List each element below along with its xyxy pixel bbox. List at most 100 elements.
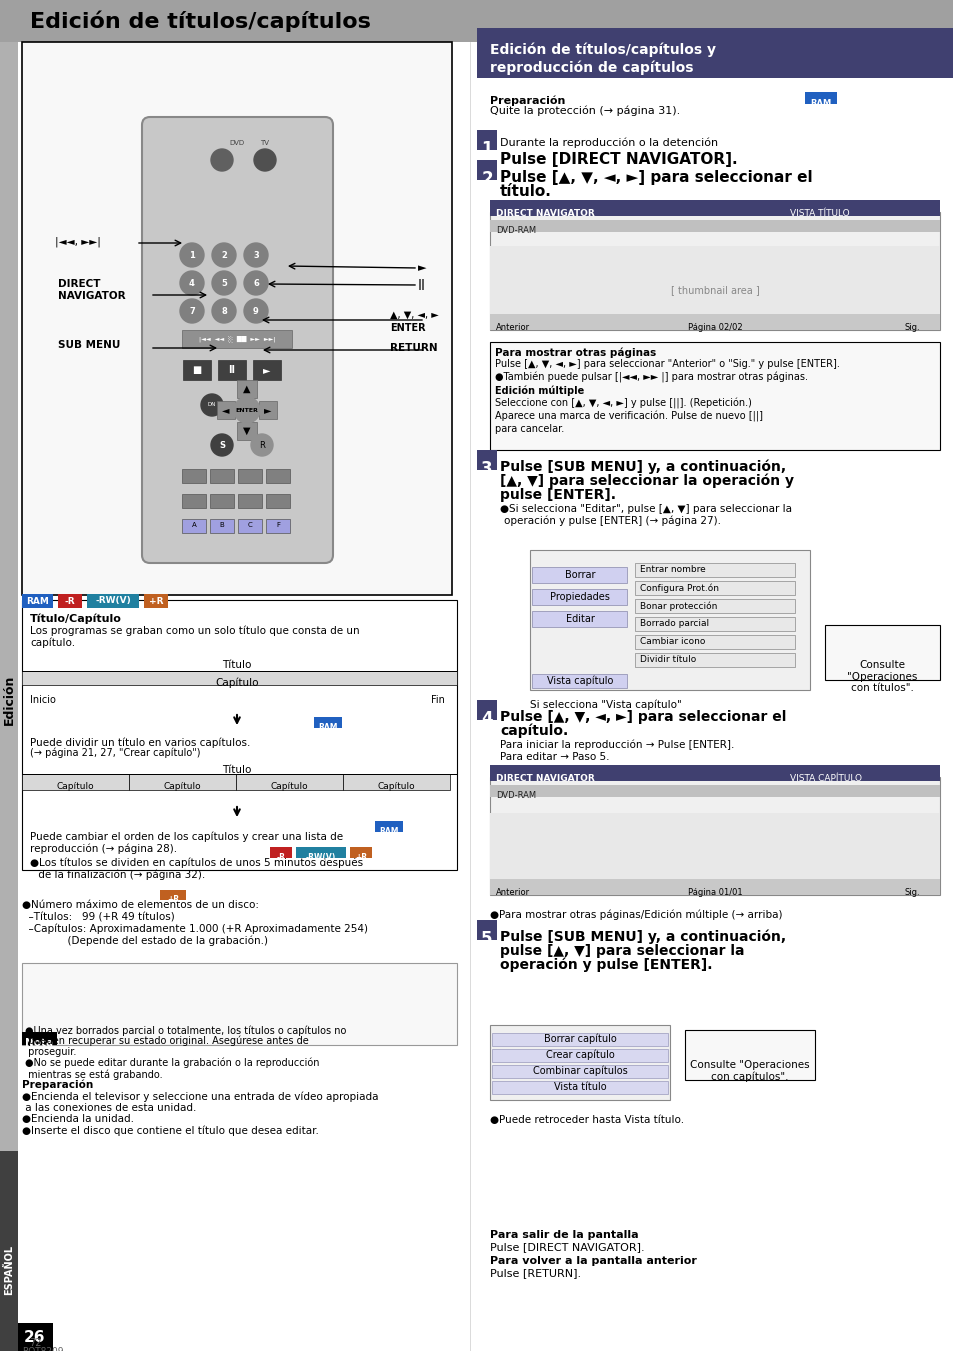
Text: RQT8209: RQT8209 [22,1347,64,1351]
Text: Para iniciar la reproducción → Pulse [ENTER].: Para iniciar la reproducción → Pulse [EN… [499,740,734,751]
Text: ●Para mostrar otras páginas/Edición múltiple (→ arriba): ●Para mostrar otras páginas/Edición múlt… [490,911,781,920]
Bar [530,550,809,690]
Text: ENTER: ENTER [235,408,258,412]
Bar [183,359,211,380]
Bar [22,600,456,870]
Bar [635,598,794,613]
Text: RAM: RAM [318,723,337,732]
Text: Puede dividir un título en varios capítulos.: Puede dividir un título en varios capítu… [30,738,250,748]
Text: Pulse [DIRECT NAVIGATOR].: Pulse [DIRECT NAVIGATOR]. [499,153,737,168]
Text: S: S [219,440,225,450]
Text: Para mostrar otras páginas: Para mostrar otras páginas [495,347,656,358]
Text: ▼: ▼ [243,426,251,436]
Bar [635,635,794,648]
Text: ●Encienda la unidad.: ●Encienda la unidad. [22,1115,133,1124]
Text: DVD-RAM: DVD-RAM [496,226,536,235]
Text: Edición de títulos/capítulos: Edición de títulos/capítulos [30,11,371,32]
Circle shape [233,397,260,423]
Bar [490,765,939,781]
Text: ●Los títulos se dividen en capítulos de unos 5 minutos después: ●Los títulos se dividen en capítulos de … [30,858,363,869]
Text: DIRECT NAVIGATOR: DIRECT NAVIGATOR [496,774,594,784]
Text: F: F [275,521,280,528]
Bar [490,777,939,894]
Text: -RW(V): -RW(V) [95,597,131,605]
Text: Preparación: Preparación [22,1079,93,1090]
Bar [492,1034,667,1046]
Circle shape [253,149,275,172]
Text: Durante la reproducción o la detención: Durante la reproducción o la detención [499,138,718,149]
Bar [237,469,262,484]
Text: ●También puede pulsar [|◄◄, ►► |] para mostrar otras páginas.: ●También puede pulsar [|◄◄, ►► |] para m… [495,372,807,382]
Text: Sig.: Sig. [903,323,919,332]
Text: Preparación: Preparación [490,95,565,105]
Text: Título: Título [222,661,252,670]
Bar [314,717,341,728]
Bar [635,617,794,631]
Bar [490,313,939,330]
Text: ►: ► [264,405,272,415]
Bar [350,847,372,858]
Text: [▲, ▼] para seleccionar la operación y: [▲, ▼] para seleccionar la operación y [499,474,793,489]
Bar [532,611,626,627]
Text: SUB MENU: SUB MENU [58,340,120,350]
Text: +R: +R [167,894,179,904]
Bar [490,200,939,216]
Bar [237,494,262,508]
Text: Anterior: Anterior [496,323,530,332]
Text: 8: 8 [221,307,227,316]
Bar [22,671,456,685]
Text: Pulse [SUB MENU] y, a continuación,: Pulse [SUB MENU] y, a continuación, [499,459,785,474]
Circle shape [211,149,233,172]
Bar [490,212,939,330]
Text: DVD: DVD [230,141,244,146]
Text: II: II [229,365,235,376]
Bar [295,847,346,858]
Text: Pulse [▲, ▼, ◄, ►] para seleccionar el: Pulse [▲, ▼, ◄, ►] para seleccionar el [499,170,812,185]
Circle shape [212,299,235,323]
Circle shape [244,272,268,295]
Text: ▲, ▼, ◄, ►: ▲, ▼, ◄, ► [390,309,438,320]
Text: Anterior: Anterior [496,888,530,897]
Text: ||: || [417,280,426,290]
Text: R: R [259,440,265,450]
Text: DIRECT NAVIGATOR: DIRECT NAVIGATOR [496,209,594,218]
Text: -R: -R [276,852,285,862]
Bar [22,774,129,790]
Text: Pulse [SUB MENU] y, a continuación,: Pulse [SUB MENU] y, a continuación, [499,929,785,944]
Circle shape [180,243,204,267]
Text: ●Encienda el televisor y seleccione una entrada de vídeo apropiada: ●Encienda el televisor y seleccione una … [22,1092,378,1102]
Text: Capítulo: Capítulo [163,782,200,790]
Text: RAM: RAM [809,99,831,108]
Bar [476,700,497,720]
Text: ●Puede retroceder hasta Vista título.: ●Puede retroceder hasta Vista título. [490,1115,683,1125]
Text: Dividir título: Dividir título [639,655,696,665]
Text: capítulo.: capítulo. [30,638,75,648]
Text: Cambiar icono: Cambiar icono [639,638,704,647]
Bar [492,1065,667,1078]
Text: ◄: ◄ [222,405,230,415]
Circle shape [251,434,273,457]
Bar [253,359,281,380]
Text: Capítulo: Capítulo [270,782,308,790]
Bar [22,594,53,608]
Text: Pulse [DIRECT NAVIGATOR].: Pulse [DIRECT NAVIGATOR]. [490,1242,644,1252]
Bar [258,401,276,419]
Bar [236,380,256,399]
Text: reproducción (→ página 28).: reproducción (→ página 28). [30,843,177,854]
Text: Vista título: Vista título [553,1082,606,1092]
Bar [490,246,939,326]
Text: TV: TV [260,141,269,146]
Bar [490,342,939,450]
Bar [635,563,794,577]
Text: 2: 2 [221,250,227,259]
Text: RAM: RAM [379,827,398,836]
Text: ■: ■ [193,365,201,376]
Text: Pulse [▲, ▼, ◄, ►] para seleccionar "Anterior" o "Sig." y pulse [ENTER].: Pulse [▲, ▼, ◄, ►] para seleccionar "Ant… [495,359,839,369]
Bar [490,220,939,232]
Bar [635,581,794,594]
Text: Pulse [RETURN].: Pulse [RETURN]. [490,1269,580,1278]
Text: -R: -R [65,597,75,605]
Circle shape [212,243,235,267]
Bar [160,890,186,900]
Text: Nota: Nota [25,1038,53,1048]
